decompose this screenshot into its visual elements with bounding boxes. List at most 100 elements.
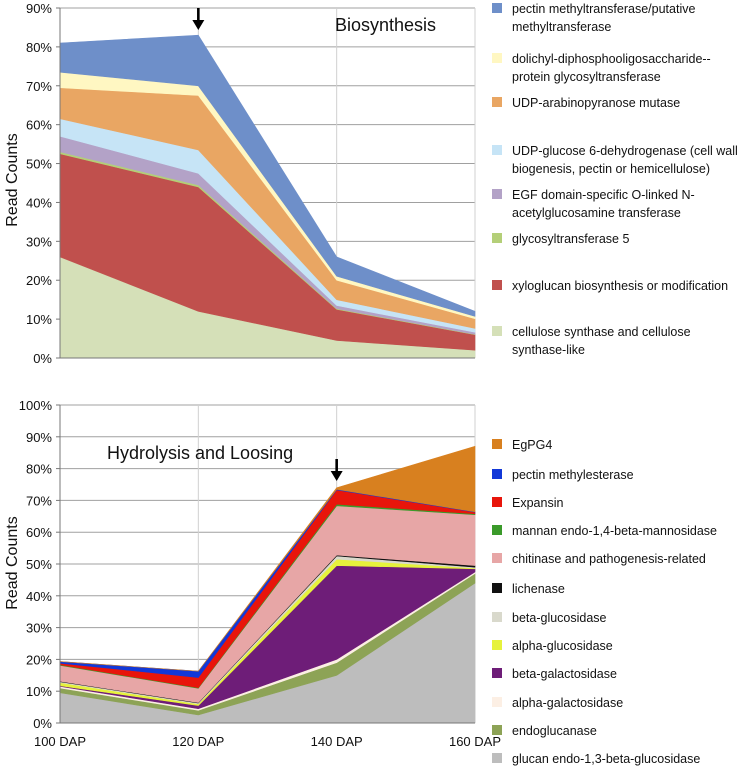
hydrolysis-areas [59,445,476,724]
legend-label: EGF domain-specific O-linked N-acetylglu… [512,188,695,220]
legend-swatch [492,612,502,622]
legend-swatch [492,525,502,535]
hydrolysis-chart: 0% 10% 20% 30% 40% 50% 60% 70% 80% 90% 100% 100 DA… [4,398,501,749]
x-tick-label: 140 DAP [311,734,363,749]
legend-item: cellulose synthase and cellulose synthas… [492,323,742,359]
y-tick-label: 20% [26,652,52,667]
legend-item: EGF domain-specific O-linked N-acetylglu… [492,186,742,222]
legend-swatch [492,469,502,479]
y-tick-label: 10% [26,312,52,327]
biosynthesis-chart: 0% 10% 20% 30% 40% 50% 60% 70% 80% 90% Biosynthes… [4,1,476,366]
legend-label: glucan endo-1,3-beta-glucosidase [512,752,701,766]
legend-label: UDP-arabinopyranose mutase [512,96,681,110]
y-tick-label: 40% [26,195,52,210]
y-tick-label: 90% [26,430,52,445]
legend-item: glucan endo-1,3-beta-glucosidase [492,750,742,768]
hydrolysis-title: Hydrolysis and Loosing [107,443,293,463]
y-tick-label: 70% [26,493,52,508]
arrow-head [330,471,343,481]
y-tick-label: 0% [33,716,52,731]
y-tick-label: 70% [26,79,52,94]
legend-label: beta-glucosidase [512,611,607,625]
legend-label: xyloglucan biosynthesis or modification [512,279,729,293]
y-tick-label: 30% [26,621,52,636]
legend-label: pectin methyltransferase/putative methyl… [512,2,696,34]
legend-label: alpha-glucosidase [512,639,613,653]
legend-item: alpha-glucosidase [492,637,742,655]
legend-swatch [492,583,502,593]
y-tick-label: 20% [26,273,52,288]
legend-swatch [492,753,502,763]
x-tick-label: 100 DAP [34,734,86,749]
y-tick-label: 30% [26,234,52,249]
chart-canvas: 0% 10% 20% 30% 40% 50% 60% 70% 80% 90% Biosynthes… [4,1,501,749]
legend-item: lichenase [492,580,742,598]
biosynthesis-y-axis-label: Read Counts [4,133,21,226]
legend-swatch [492,189,502,199]
legend-item: glycosyltransferase 5 [492,230,742,248]
legend-item: pectin methylesterase [492,466,742,484]
legend-label: cellulose synthase and cellulose synthas… [512,325,691,357]
legend-item: pectin methyltransferase/putative methyl… [492,0,742,36]
biosynthesis-y-ticks: 0% 10% 20% 30% 40% 50% 60% 70% 80% 90% [26,1,60,366]
legend-label: glycosyltransferase 5 [512,232,630,246]
hydrolysis-y-axis-label: Read Counts [4,516,21,609]
hydrolysis-peak-arrow [330,459,343,481]
area-egpg4 [59,445,476,672]
legend-swatch [492,233,502,243]
legend-swatch [492,439,502,449]
biosynthesis-axes [59,8,475,359]
legend-swatch [492,553,502,563]
legend-item: beta-galactosidase [492,665,742,683]
biosynthesis-peak-arrow [192,8,205,30]
biosynthesis-areas [59,34,476,359]
y-tick-label: 0% [33,351,52,366]
legend-label: mannan endo-1,4-beta-mannosidase [512,524,717,538]
legend-item: alpha-galactosidase [492,694,742,712]
legend-swatch [492,668,502,678]
legend-item: EgPG4 [492,436,742,454]
legend-item: UDP-glucose 6-dehydrogenase (cell wall b… [492,142,742,178]
legend-label: endoglucanase [512,724,597,738]
legend-swatch [492,640,502,650]
legend-label: UDP-glucose 6-dehydrogenase (cell wall b… [512,144,738,176]
legend-swatch [492,53,502,63]
y-tick-label: 100% [19,398,53,413]
y-tick-label: 50% [26,157,52,172]
y-tick-label: 60% [26,118,52,133]
legend-label: alpha-galactosidase [512,696,624,710]
biosynthesis-title: Biosynthesis [335,15,436,35]
y-tick-label: 80% [26,462,52,477]
legend-label: EgPG4 [512,438,553,452]
legend-swatch [492,97,502,107]
legend-label: Expansin [512,496,564,510]
legend-item: UDP-arabinopyranose mutase [492,94,742,112]
x-tick-label: 120 DAP [172,734,224,749]
legend-swatch [492,725,502,735]
legend-item: chitinase and pathogenesis-related [492,550,742,568]
hydrolysis-x-ticks: 100 DAP 120 DAP 140 DAP 160 DAP [34,734,501,749]
y-tick-label: 80% [26,40,52,55]
legend-item: endoglucanase [492,722,742,740]
legend-label: pectin methylesterase [512,468,634,482]
legend-item: dolichyl-diphosphooligosaccharide--prote… [492,50,742,86]
legend-label: lichenase [512,582,565,596]
legend-label: beta-galactosidase [512,667,617,681]
arrow-head [192,20,205,30]
y-tick-label: 60% [26,525,52,540]
legend-swatch [492,697,502,707]
y-tick-label: 90% [26,1,52,16]
legend-item: beta-glucosidase [492,609,742,627]
y-tick-label: 10% [26,684,52,699]
x-tick-label: 160 DAP [449,734,501,749]
legend-item: mannan endo-1,4-beta-mannosidase [492,522,742,540]
legend-label: dolichyl-diphosphooligosaccharide--prote… [512,52,711,84]
hydrolysis-y-ticks: 0% 10% 20% 30% 40% 50% 60% 70% 80% 90% 100% [19,398,60,731]
legend-label: chitinase and pathogenesis-related [512,552,706,566]
area-pectin-methyltransferase-putative-methyltransferase [59,34,476,317]
legend-swatch [492,497,502,507]
y-tick-label: 40% [26,589,52,604]
y-tick-label: 50% [26,557,52,572]
legend-swatch [492,145,502,155]
legend-swatch [492,3,502,13]
